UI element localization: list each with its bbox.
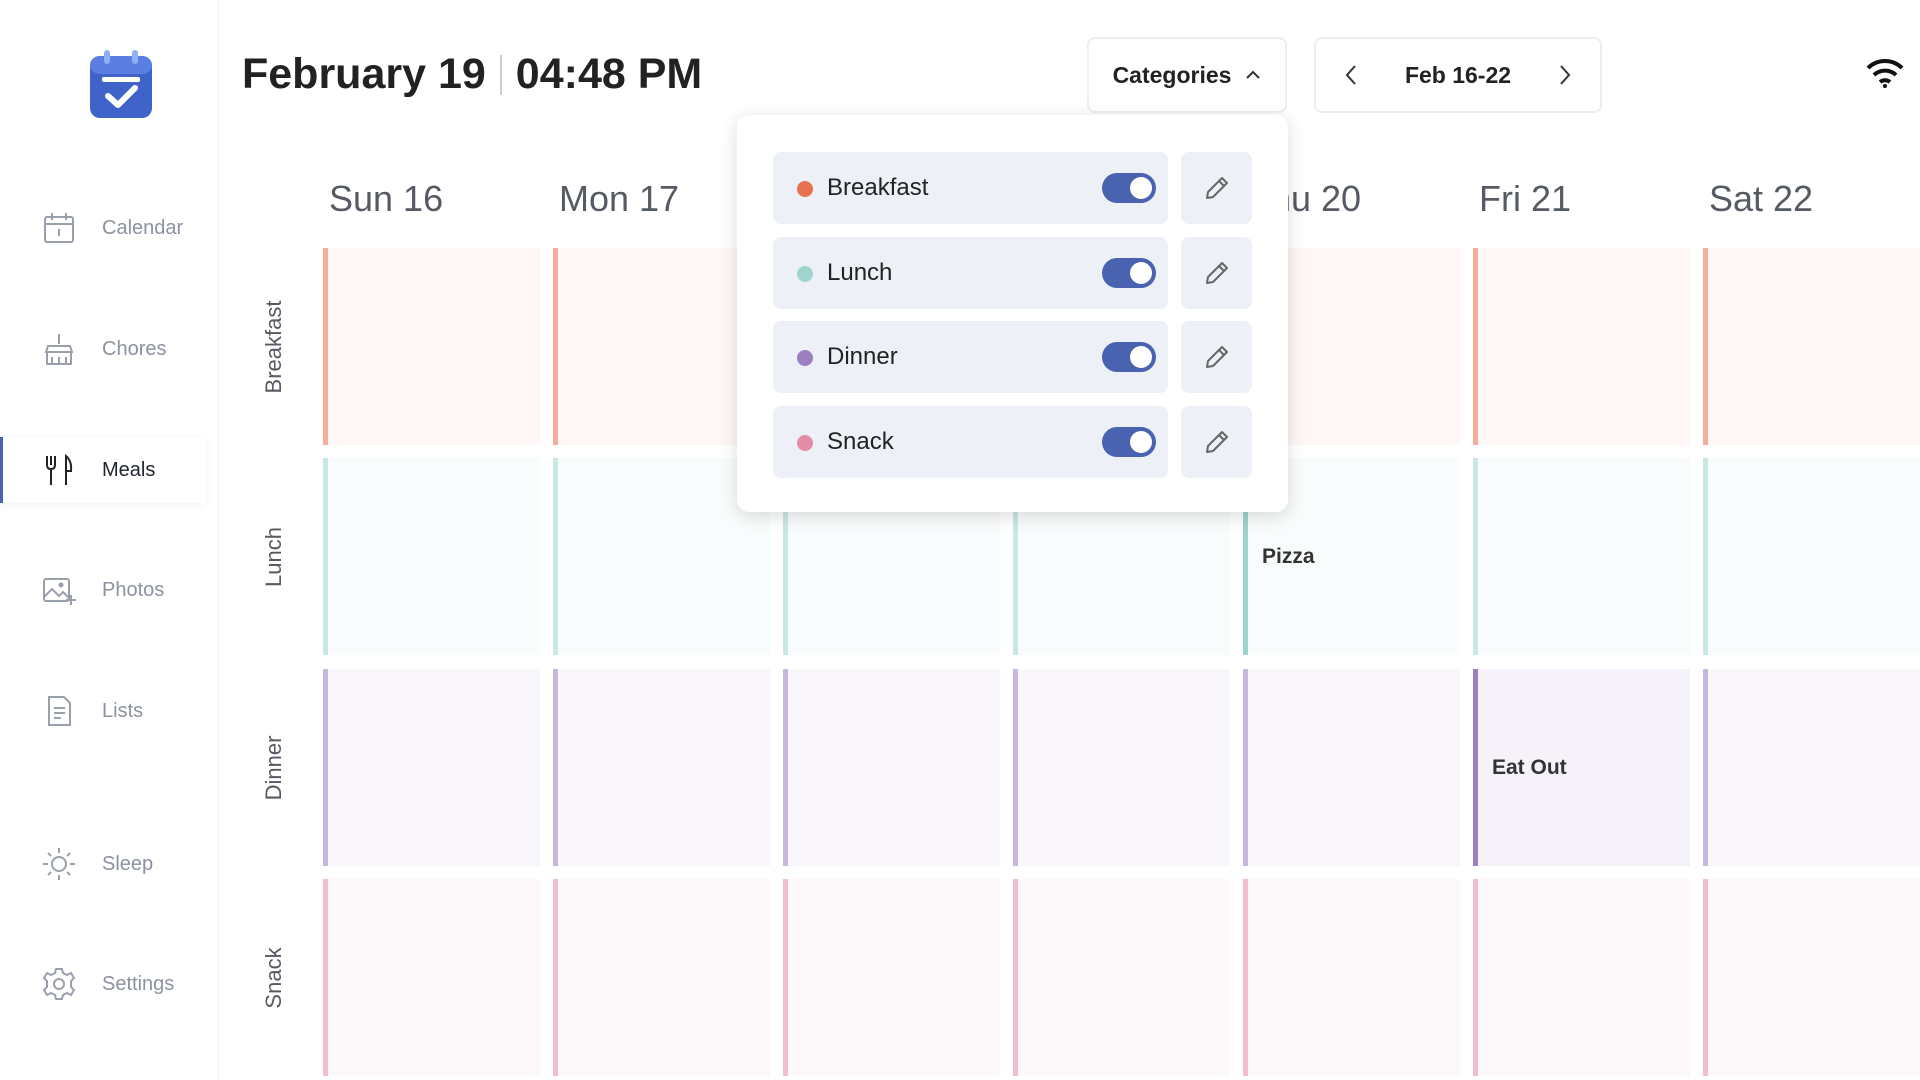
- nav-icon: [43, 848, 75, 880]
- category-name: Lunch: [827, 258, 893, 286]
- prev-week[interactable]: [1344, 64, 1358, 86]
- date: February 19: [242, 50, 486, 98]
- row-label: Dinner: [261, 735, 286, 800]
- meal-cell[interactable]: [1013, 879, 1230, 1076]
- toggle[interactable]: [1102, 173, 1156, 203]
- meal-cell[interactable]: [553, 248, 770, 445]
- pencil-icon: [1205, 177, 1228, 199]
- row-label: Snack: [261, 946, 286, 1009]
- nav-label: Sleep: [102, 852, 154, 875]
- color-dot: [797, 265, 813, 282]
- row-label: Breakfast: [261, 300, 286, 393]
- header-clock: February 19 04:48 PM: [242, 50, 702, 99]
- meal-cell[interactable]: [1473, 248, 1690, 445]
- label: Categories: [1112, 61, 1232, 88]
- toggle[interactable]: [1102, 257, 1156, 288]
- meal-cell[interactable]: Eat Out: [1473, 669, 1690, 866]
- nav-item[interactable]: Lists: [0, 678, 206, 744]
- meal-cell[interactable]: [553, 669, 770, 866]
- meal-cell[interactable]: [783, 879, 1000, 1076]
- edit-button[interactable]: [1181, 321, 1252, 393]
- color-dot: [797, 181, 813, 197]
- edit-button[interactable]: [1181, 236, 1252, 309]
- meal-cell[interactable]: [783, 669, 1000, 866]
- nav-icon: [46, 453, 73, 485]
- nav-item[interactable]: Calendar: [0, 195, 206, 261]
- color-dot: [797, 434, 813, 451]
- nav-item[interactable]: Settings: [0, 951, 206, 1017]
- nav-label: Settings: [102, 972, 175, 995]
- nav-icon: [43, 578, 76, 605]
- category-item: Dinner: [773, 321, 1168, 393]
- day-header: Sat 22: [1709, 178, 1814, 219]
- meal-cell[interactable]: [1703, 248, 1920, 445]
- category-name: Snack: [827, 427, 894, 455]
- pencil-icon: [1205, 261, 1228, 284]
- day-header: Sun 16: [329, 178, 444, 219]
- time: 04:48 PM: [515, 50, 703, 98]
- meal-cell[interactable]: [1473, 458, 1690, 655]
- meal-cell[interactable]: [323, 248, 540, 445]
- category-item: Lunch: [773, 236, 1168, 309]
- meal-entry: Pizza: [1262, 544, 1315, 568]
- meal-cell[interactable]: [1703, 879, 1920, 1076]
- meal-cell[interactable]: [1243, 669, 1460, 866]
- category-item: Breakfast: [773, 152, 1168, 224]
- nav-label: Chores: [102, 337, 167, 360]
- nav-item[interactable]: Chores: [0, 316, 206, 382]
- categories-button[interactable]: Categories: [1087, 37, 1287, 113]
- category-name: Dinner: [827, 343, 898, 370]
- edit-button[interactable]: [1181, 152, 1252, 224]
- edit-button[interactable]: [1181, 405, 1252, 478]
- nav-icon: [42, 968, 76, 1000]
- meal-entry: Eat Out: [1492, 755, 1567, 779]
- category-name: Breakfast: [827, 174, 929, 201]
- meal-cell[interactable]: [1703, 458, 1920, 655]
- nav-icon: [44, 334, 74, 365]
- nav-item[interactable]: Photos: [0, 557, 206, 623]
- week-nav: Feb 16-22: [1314, 37, 1602, 113]
- nav-label: Lists: [102, 699, 144, 722]
- meal-cell[interactable]: [323, 879, 540, 1076]
- nav-label: Photos: [102, 578, 165, 601]
- row-label: Lunch: [261, 526, 286, 587]
- toggle-knob: [1130, 177, 1152, 199]
- meal-cell[interactable]: [1013, 669, 1230, 866]
- day-header: Fri 21: [1479, 178, 1572, 219]
- nav-item[interactable]: Sleep: [0, 831, 206, 897]
- toggle-knob: [1130, 430, 1152, 453]
- meal-cell[interactable]: [1243, 879, 1460, 1076]
- toggle-knob: [1130, 346, 1152, 368]
- chevron-up: [1246, 70, 1261, 79]
- sidebar: Calendar Chores Meals Photos Lists Sleep Setti…: [0, 0, 219, 1080]
- meal-cell[interactable]: [553, 879, 770, 1076]
- meal-cell[interactable]: [1473, 879, 1690, 1076]
- toggle-knob: [1130, 261, 1152, 284]
- nav-item[interactable]: Meals: [0, 437, 206, 503]
- meal-cell[interactable]: [1703, 669, 1920, 866]
- day-header: Mon 17: [559, 178, 680, 219]
- categories-popup: Breakfast Lunch Dinner Snack: [737, 115, 1288, 512]
- category-item: Snack: [773, 405, 1168, 478]
- color-dot: [797, 350, 813, 366]
- nav-label: Calendar: [102, 216, 184, 239]
- app-logo: [90, 50, 152, 118]
- meal-cell[interactable]: [323, 669, 540, 866]
- meal-cell[interactable]: [323, 458, 540, 655]
- toggle[interactable]: [1102, 426, 1156, 457]
- divider: [499, 54, 502, 95]
- next-week[interactable]: [1558, 64, 1572, 86]
- wifi-icon: [1866, 58, 1904, 88]
- nav-icon: [48, 696, 71, 726]
- meal-cell[interactable]: [553, 458, 770, 655]
- pencil-icon: [1205, 346, 1228, 368]
- nav-label: Meals: [102, 458, 156, 481]
- pencil-icon: [1205, 430, 1228, 453]
- toggle[interactable]: [1102, 342, 1156, 372]
- week-range: Feb 16-22: [1404, 61, 1512, 88]
- nav-icon: [44, 213, 74, 243]
